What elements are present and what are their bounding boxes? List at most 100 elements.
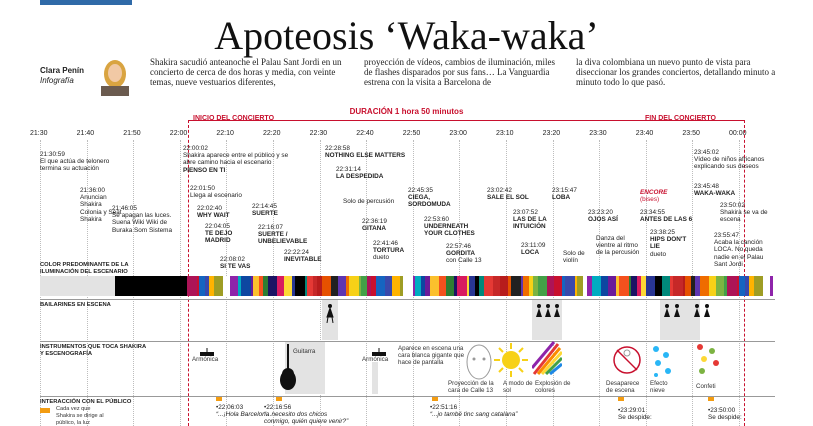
lighting-stripe (361, 276, 367, 296)
song-la-despedida: 22:31:14 LA DESPEDIDA (336, 166, 384, 181)
lighting-stripe (253, 276, 259, 296)
section-color-label: COLOR PREDOMINANTE DE LA ILUMINACIÓN DEL… (40, 262, 129, 275)
face-screen-icon (464, 342, 494, 387)
lighting-color-bar (115, 276, 773, 296)
lighting-stripe (695, 276, 700, 296)
color-explosion-icon (530, 340, 564, 381)
lighting-stripe (385, 276, 392, 296)
lighting-stripe (446, 276, 454, 296)
lighting-stripe (547, 276, 554, 296)
tick-label: 23:30 (589, 130, 607, 137)
lighting-stripe (565, 276, 575, 296)
interaction-quote-2: •22:16:56 “...necesito dos chicos conmigo… (264, 404, 349, 426)
interaction-marker-2 (276, 397, 282, 401)
confetti-icon (696, 343, 720, 384)
byline: Clara Penín Infografía (40, 66, 84, 86)
lighting-stripe (562, 276, 565, 296)
lighting-stripe (745, 276, 749, 296)
lighting-stripe (754, 276, 763, 296)
lighting-stripe (475, 276, 479, 296)
song-si-te-vas: 22:08:02 SI TE VAS (220, 256, 251, 271)
lighting-stripe (151, 276, 155, 296)
lighting-stripe (292, 276, 295, 296)
lighting-stripe (685, 276, 691, 296)
tick-label: 21:30 (30, 130, 48, 137)
lighting-stripe (160, 276, 169, 296)
lighting-stripe (608, 276, 616, 296)
song-ojos-asi: 23:23:20 OJOS ASÍ (588, 209, 618, 224)
lighting-stripe (313, 276, 317, 296)
desaparece-label: Desaparece de escena (606, 380, 640, 394)
tick-label: 22:30 (309, 130, 328, 137)
lighting-stripe (500, 276, 508, 296)
lighting-stripe (737, 276, 739, 296)
lighting-stripe (155, 276, 160, 296)
song-loca: 23:11:09 LOCA (521, 242, 546, 257)
lighting-stripe (467, 276, 469, 296)
lighting-stripe (176, 276, 184, 296)
confeti-label: Confeti (696, 383, 716, 390)
lighting-stripe (616, 276, 619, 296)
lighting-stripe (484, 276, 493, 296)
lighting-stripe (575, 276, 577, 296)
event-llega: 22:01:50 Llega al escenario (190, 185, 242, 200)
lighting-bar-pre (40, 276, 115, 296)
tick-label: 22:40 (356, 130, 374, 137)
lighting-stripe (439, 276, 446, 296)
armonica-label-2: Armónica (362, 356, 389, 363)
lighting-stripe (763, 276, 770, 296)
lighting-stripe (403, 276, 413, 296)
lighting-stripe (469, 276, 475, 296)
lighting-stripe (331, 276, 338, 296)
harmonica-icon-2 (370, 345, 390, 363)
interaction-quote-1: •22:06:03 “...¡Hola Barcelona (216, 404, 270, 419)
song-gordita: 22:57:46 GORDITA con Calle 13 (446, 243, 482, 265)
interaction-legend-swatch (40, 408, 50, 413)
lighting-stripe (277, 276, 284, 296)
page-title: Apoteosis ‘Waka-waka’ (214, 13, 599, 58)
end-label: FIN DEL CONCIERTO (645, 115, 716, 122)
lighting-stripe (700, 276, 709, 296)
interaction-legend-text: Cada vez que Shakira se dirige al públic… (56, 406, 104, 426)
song-tortura: 22:41:46 TORTURA dueto (373, 240, 405, 262)
event-telonero: 21:30:59 El que actúa de telonero termina… (40, 151, 110, 173)
lighting-stripe (709, 276, 716, 296)
lighting-stripe (376, 276, 385, 296)
armonica-label: Armónica (192, 356, 219, 363)
author-role: Infografía (40, 76, 74, 85)
lighting-stripe (662, 276, 670, 296)
lighting-stripe (392, 276, 400, 296)
lighting-stripe (214, 276, 223, 296)
lighting-stripe (683, 276, 685, 296)
lighting-stripe (646, 276, 655, 296)
lighting-stripe (199, 276, 205, 296)
lighting-stripe (538, 276, 547, 296)
song-sale-el-sol: 23:02:42 SALE EL SOL (487, 187, 529, 202)
encore-label: ENCORE (bises) (640, 189, 668, 204)
event-solo-percusion: Solo de percusión (343, 198, 395, 205)
guitarra-label: Guitarra (293, 348, 316, 355)
lighting-stripe (400, 276, 403, 296)
lighting-stripe (577, 276, 583, 296)
event-anuncian: 21:36:00 Anuncian Shakira Colonia y Seat … (80, 187, 122, 223)
screen-face-label: Aparece en escena una cara blanca gigant… (398, 345, 465, 366)
lighting-stripe (673, 276, 683, 296)
song-ciega-sordomuda: 22:45:35 CIEGA, SORDOMUDA (408, 187, 451, 209)
song-waka-waka: 23:45:48 WAKA-WAKA (694, 183, 736, 198)
lighting-stripe (691, 276, 695, 296)
lighting-stripe (184, 276, 187, 296)
tick-label: 23:00 (449, 130, 467, 137)
lighting-stripe (169, 276, 176, 296)
lighting-stripe (367, 276, 371, 296)
lighting-stripe (338, 276, 346, 296)
event-video-ninos: 23:45:02 Vídeo de niños africanos explica… (694, 149, 765, 171)
lighting-stripe (554, 276, 562, 296)
interaction-marker-5 (708, 397, 714, 401)
event-luces: 21:46:05 Se apagan las luces. Suena Wiki … (112, 205, 173, 234)
interaction-quote-4: •23:29:01 Se despide: (618, 407, 652, 422)
lighting-stripe (631, 276, 637, 296)
lighting-stripe (511, 276, 521, 296)
lighting-stripe (371, 276, 376, 296)
lighting-stripe (145, 276, 151, 296)
lighting-stripe (592, 276, 601, 296)
